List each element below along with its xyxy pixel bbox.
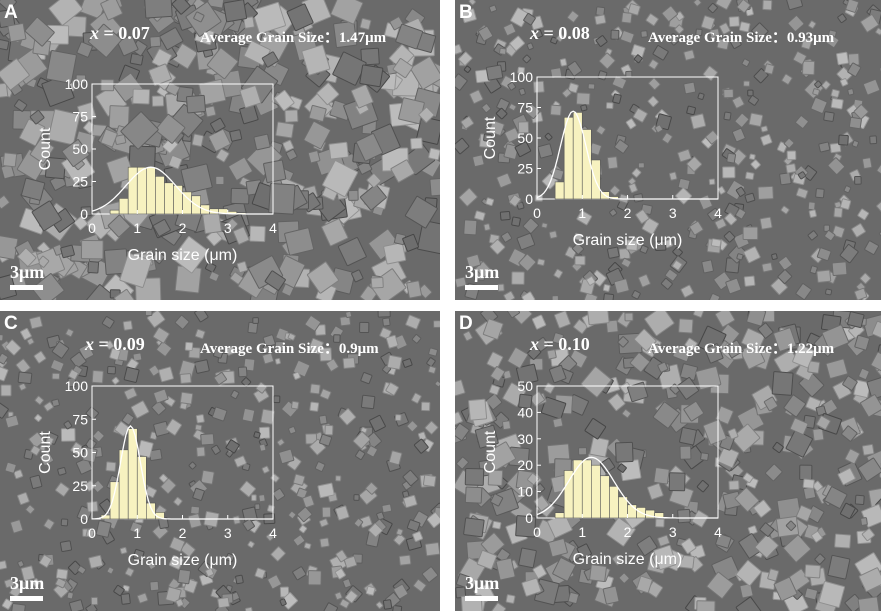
y-tick-label: 50 — [517, 130, 533, 146]
histogram-bar — [155, 176, 164, 214]
histogram-bar — [555, 513, 564, 518]
y-tick-label: 0 — [525, 510, 533, 526]
x-tick-label: 3 — [224, 220, 232, 236]
x-tick-label: 2 — [624, 205, 632, 221]
y-tick-label: 0 — [80, 206, 88, 222]
x-tick-label: 3 — [669, 205, 677, 221]
x-axis-label: Grain size (μm) — [573, 551, 683, 568]
histogram-bar — [110, 482, 119, 519]
y-axis-label: Count — [37, 431, 54, 474]
y-tick-label: 75 — [517, 100, 533, 116]
x-tick-label: 1 — [578, 205, 586, 221]
x-tick-label: 0 — [88, 525, 96, 541]
x-tick-label: 2 — [179, 525, 187, 541]
y-tick-label: 50 — [72, 445, 88, 461]
y-tick-label: 25 — [72, 174, 88, 190]
scale-bar: 3μm — [465, 573, 499, 601]
y-axis-label: Count — [37, 127, 54, 170]
y-tick-label: 40 — [517, 404, 533, 420]
x-tick-label: 0 — [533, 524, 541, 540]
x-tick-label: 4 — [714, 524, 722, 540]
histogram-bar — [173, 185, 182, 214]
histogram-bar — [609, 486, 618, 518]
grain-size-histogram: 0 25 50 75 100 0 1 2 3 4 Grain size (μm) Count — [0, 0, 440, 300]
y-tick-label: 20 — [517, 457, 533, 473]
scale-bar: 3μm — [465, 262, 499, 290]
x-tick-label: 1 — [578, 524, 586, 540]
x-tick-label: 4 — [269, 525, 277, 541]
histogram-bar — [110, 210, 119, 214]
y-tick-label: 50 — [517, 378, 533, 394]
x-tick-label: 4 — [269, 220, 277, 236]
y-tick-label: 100 — [65, 378, 89, 394]
histogram-bar — [582, 460, 591, 518]
histogram-bar — [119, 198, 128, 214]
y-tick-label: 0 — [80, 511, 88, 527]
y-tick-label: 0 — [525, 191, 533, 207]
grain-size-histogram: 0 25 50 75 100 0 1 2 3 4 Grain size (μm) Count — [455, 0, 881, 300]
histogram-bar — [564, 117, 573, 199]
histogram-bar — [164, 183, 173, 214]
y-tick-label: 25 — [517, 161, 533, 177]
x-axis-label: Grain size (μm) — [128, 247, 238, 264]
x-tick-label: 4 — [714, 205, 722, 221]
histogram-bar — [137, 167, 146, 214]
x-tick-label: 2 — [179, 220, 187, 236]
x-tick-label: 0 — [88, 220, 96, 236]
y-axis-label: Count — [482, 430, 499, 473]
y-tick-label: 100 — [510, 69, 534, 85]
histogram-bar — [564, 470, 573, 518]
histogram-bar — [128, 429, 137, 519]
histogram-bar — [573, 460, 582, 518]
histogram-bar — [600, 476, 609, 518]
x-tick-label: 2 — [624, 524, 632, 540]
scale-bar: 3μm — [10, 262, 44, 290]
grain-size-histogram: 0 10 20 30 40 50 0 1 2 3 4 Grain size (μm) Count — [455, 311, 881, 611]
y-tick-label: 100 — [65, 76, 89, 92]
y-tick-label: 50 — [72, 141, 88, 157]
x-tick-label: 1 — [133, 525, 141, 541]
grain-size-histogram: 0 25 50 75 100 0 1 2 3 4 Grain size (μm) Count — [0, 311, 440, 611]
y-axis-label: Count — [482, 116, 499, 159]
y-tick-label: 10 — [517, 484, 533, 500]
histogram-bar — [591, 465, 600, 518]
x-tick-label: 1 — [133, 220, 141, 236]
x-axis-label: Grain size (μm) — [128, 552, 238, 569]
x-tick-label: 3 — [669, 524, 677, 540]
y-tick-label: 25 — [72, 478, 88, 494]
y-tick-label: 30 — [517, 431, 533, 447]
y-tick-label: 75 — [72, 109, 88, 125]
histogram-bar — [146, 167, 155, 214]
x-tick-label: 3 — [224, 525, 232, 541]
histogram-bar — [555, 182, 564, 199]
scale-bar: 3μm — [10, 573, 44, 601]
x-axis-label: Grain size (μm) — [573, 232, 683, 249]
histogram-bar — [146, 503, 155, 519]
y-tick-label: 75 — [72, 411, 88, 427]
x-tick-label: 0 — [533, 205, 541, 221]
